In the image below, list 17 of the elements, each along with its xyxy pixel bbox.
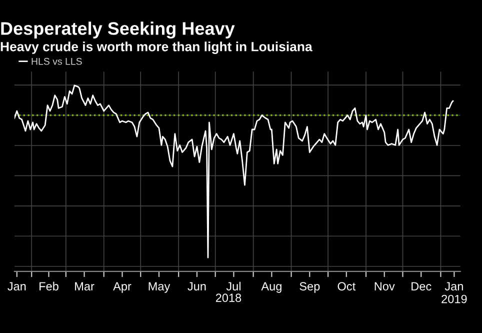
x-tick-label: Oct xyxy=(338,282,356,290)
x-tick-label: Apr xyxy=(113,282,132,293)
x-tick-label: Nov xyxy=(374,282,395,290)
x-tick-label: May xyxy=(148,282,170,293)
x-tick-label: Feb xyxy=(40,282,58,290)
x-tick-label: Jan xyxy=(8,282,26,290)
x-axis-title: 2018 xyxy=(216,294,242,302)
x-tick-label: Jul xyxy=(226,282,240,290)
x-tick-label: Aug xyxy=(261,282,282,293)
x-tick-label: Mar xyxy=(75,282,94,290)
x-tick-label: Jan 2019 xyxy=(442,282,467,304)
x-tick-label: Jun xyxy=(188,282,206,290)
x-tick-label: Sep xyxy=(300,282,320,293)
chart-title: Desperately Seeking Heavy xyxy=(1,22,235,39)
chart-subtitle: Heavy crude is worth more than light in Louisiana xyxy=(0,42,312,54)
legend-label: HLS vs LLS xyxy=(32,58,82,65)
x-tick-label: Dec xyxy=(412,282,432,290)
